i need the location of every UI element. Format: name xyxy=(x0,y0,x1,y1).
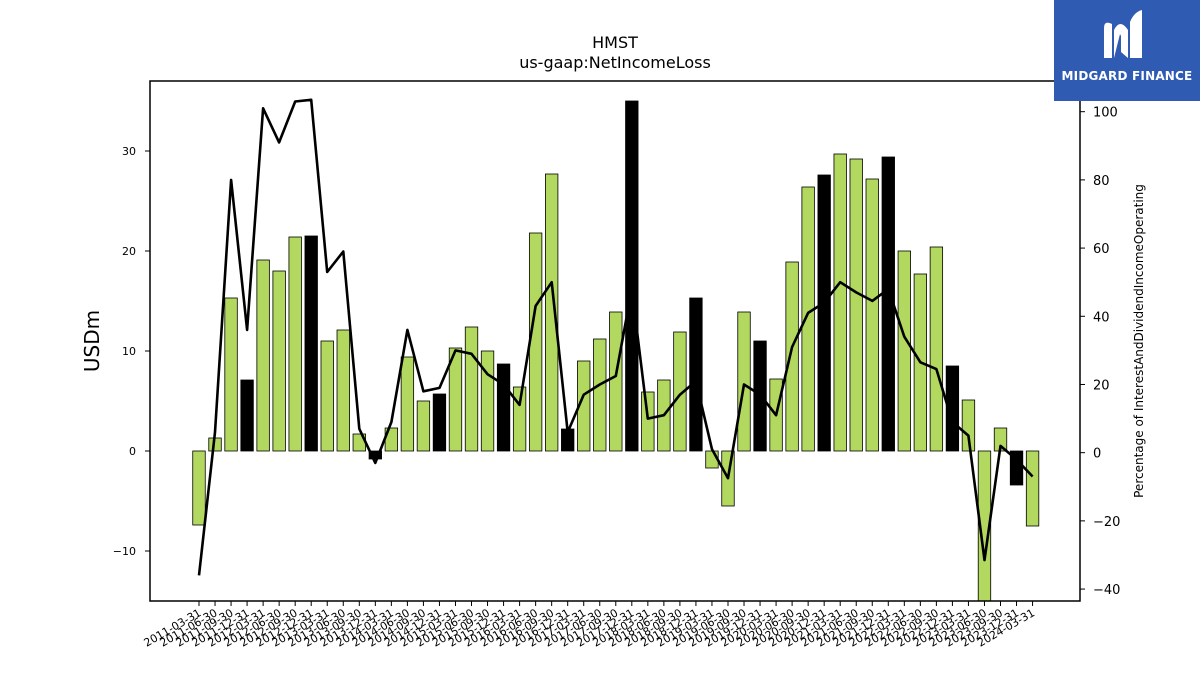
bar-2024-03-31 xyxy=(1025,450,1040,527)
axes-layer: −100102030−40−200204060801002011-03-3120… xyxy=(113,80,1120,650)
plot-frame xyxy=(149,80,1081,602)
bar-2016-03-31 xyxy=(512,386,527,452)
bar-2012-12-31 xyxy=(304,235,318,452)
midgard-m-logo-icon xyxy=(1104,10,1142,59)
bar-2013-12-31 xyxy=(368,450,382,460)
bar-2011-03-31 xyxy=(192,450,206,526)
bar-2012-06-30 xyxy=(272,270,286,452)
percentage-line xyxy=(197,98,1034,576)
bar-2015-06-30 xyxy=(464,326,479,452)
bar-2014-06-30 xyxy=(400,356,415,452)
bar-2013-06-30 xyxy=(336,329,350,452)
y-axis-label: USDm xyxy=(80,310,104,372)
bar-2017-12-31 xyxy=(625,100,639,452)
y-tick-label: −10 xyxy=(113,545,136,558)
bar-2021-06-30 xyxy=(849,158,863,452)
y2-tick-label: 0 xyxy=(1093,447,1101,462)
chart-title: HMST xyxy=(592,33,638,52)
bar-2015-12-31 xyxy=(496,363,511,452)
y-tick-label: 30 xyxy=(122,145,136,158)
bar-2013-03-31 xyxy=(320,340,334,452)
bar-2023-03-31 xyxy=(961,399,976,452)
chart-subtitle: us-gaap:NetIncomeLoss xyxy=(519,53,711,72)
y-tick-label: 10 xyxy=(122,345,136,358)
bar-2016-09-30 xyxy=(545,173,559,452)
bar-2018-03-31 xyxy=(641,391,655,452)
y-tick-label: 20 xyxy=(122,245,136,258)
bar-2022-09-30 xyxy=(929,246,944,452)
y2-tick-label: −20 xyxy=(1093,515,1120,530)
logo-text: MIDGARD FINANCE xyxy=(1061,69,1193,83)
bar-2022-12-31 xyxy=(945,365,960,452)
bar-2018-09-30 xyxy=(673,331,687,452)
midgard-finance-logo: MIDGARD FINANCE xyxy=(1054,0,1200,101)
line-layer xyxy=(197,98,1034,576)
bar-2020-09-30 xyxy=(801,186,815,452)
bar-2017-06-30 xyxy=(593,338,607,452)
bar-2022-03-31 xyxy=(897,250,911,452)
bar-2011-09-30 xyxy=(224,297,238,452)
bar-2015-09-30 xyxy=(480,350,495,452)
bar-2019-09-30 xyxy=(737,311,751,452)
bar-2012-03-31 xyxy=(256,259,270,452)
bar-2018-12-31 xyxy=(689,297,703,452)
bar-2012-09-30 xyxy=(288,236,302,452)
bar-2020-06-30 xyxy=(785,261,799,452)
bar-2014-12-31 xyxy=(432,393,447,452)
bar-2011-12-31 xyxy=(240,379,254,452)
bar-2021-09-30 xyxy=(865,178,879,452)
y2-axis-label: Percentage of InterestAndDividendIncomeO… xyxy=(1132,184,1146,498)
y2-tick-label: 100 xyxy=(1093,106,1118,121)
y2-tick-label: 60 xyxy=(1093,242,1110,257)
bar-2020-12-31 xyxy=(817,174,831,452)
bar-2015-03-31 xyxy=(448,347,463,452)
bar-2014-09-30 xyxy=(416,400,431,452)
bar-2017-09-30 xyxy=(609,311,623,452)
bar-2016-06-30 xyxy=(528,232,543,452)
y2-tick-label: −40 xyxy=(1093,583,1120,598)
bar-2021-03-31 xyxy=(833,153,847,452)
y2-tick-label: 40 xyxy=(1093,310,1110,325)
bars-layer xyxy=(192,100,1040,602)
y2-tick-label: 80 xyxy=(1093,174,1110,189)
y-tick-label: 0 xyxy=(129,445,136,458)
y2-tick-label: 20 xyxy=(1093,378,1110,393)
